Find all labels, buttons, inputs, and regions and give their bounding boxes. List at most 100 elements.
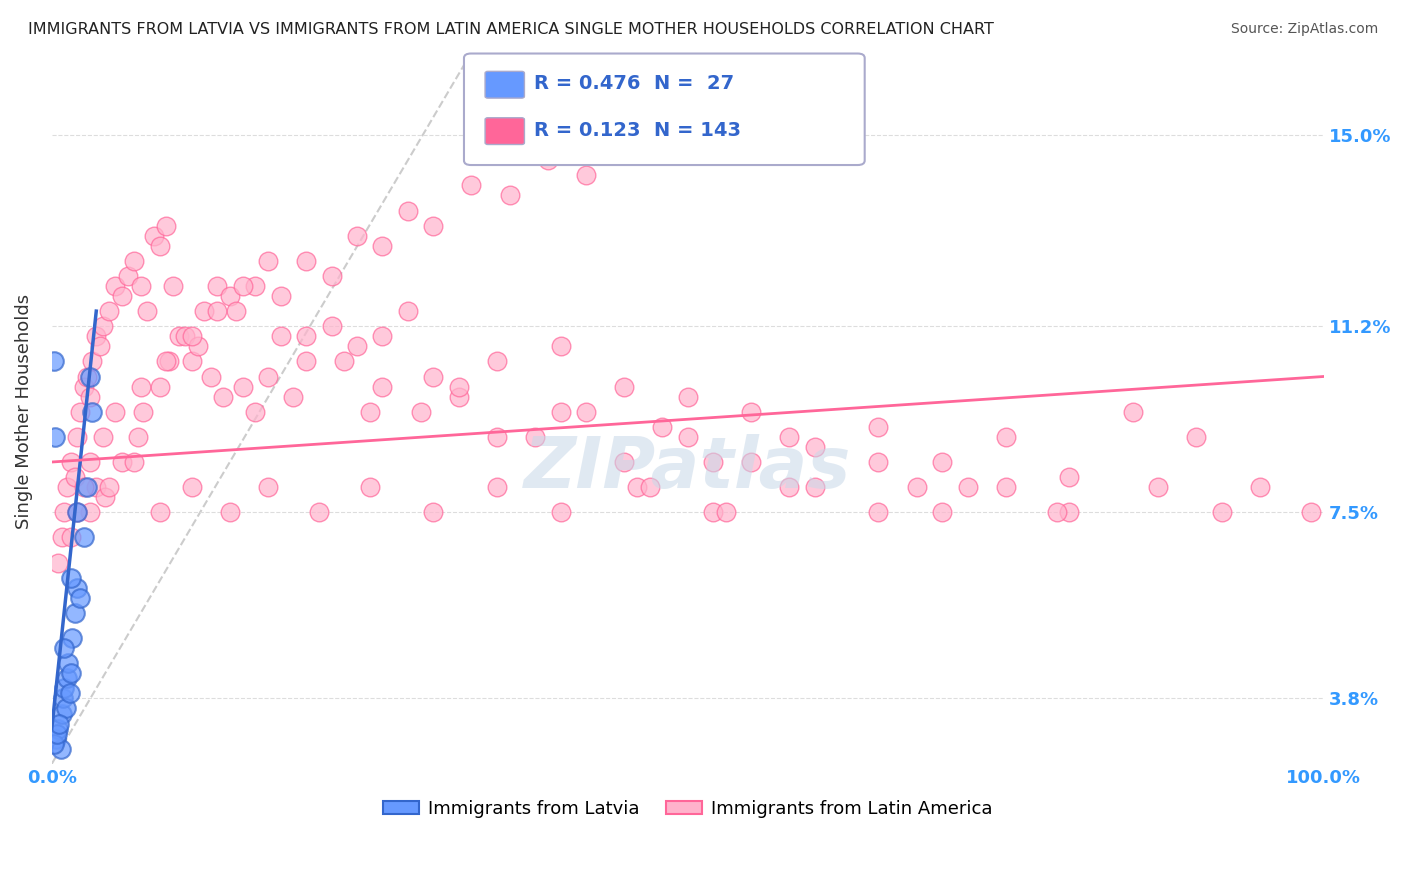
- Point: [53, 681, 76, 696]
- Point: [59, 571, 82, 585]
- Point: [84, 480, 107, 494]
- Point: [104, 405, 127, 419]
- Point: [283, 390, 305, 404]
- Point: [994, 480, 1017, 494]
- Point: [45, 731, 67, 746]
- Point: [98, 480, 121, 494]
- Point: [245, 279, 267, 293]
- Point: [124, 455, 146, 469]
- Point: [218, 505, 240, 519]
- Point: [79, 505, 101, 519]
- Text: ZIPatlas: ZIPatlas: [524, 434, 852, 502]
- Text: R = 0.476  N =  27: R = 0.476 N = 27: [534, 74, 734, 94]
- Point: [422, 369, 444, 384]
- Point: [205, 304, 228, 318]
- Point: [231, 279, 253, 293]
- Point: [44, 737, 66, 751]
- Point: [868, 505, 890, 519]
- Point: [295, 354, 318, 368]
- Point: [638, 480, 661, 494]
- Point: [98, 304, 121, 318]
- Point: [149, 505, 172, 519]
- Point: [396, 304, 419, 318]
- Text: Source: ZipAtlas.com: Source: ZipAtlas.com: [1230, 22, 1378, 37]
- Point: [142, 228, 165, 243]
- Point: [58, 686, 80, 700]
- Point: [651, 419, 673, 434]
- Point: [257, 480, 280, 494]
- Point: [129, 279, 152, 293]
- Point: [79, 369, 101, 384]
- Point: [778, 430, 800, 444]
- Point: [82, 354, 104, 368]
- Point: [1249, 480, 1271, 494]
- Point: [42, 354, 65, 368]
- Point: [149, 238, 172, 252]
- Point: [1299, 505, 1322, 519]
- Point: [76, 480, 98, 494]
- Point: [52, 691, 75, 706]
- Point: [45, 726, 67, 740]
- Point: [485, 430, 508, 444]
- Point: [321, 319, 343, 334]
- Point: [94, 490, 117, 504]
- Point: [613, 455, 636, 469]
- Point: [212, 390, 235, 404]
- Point: [51, 531, 73, 545]
- Point: [59, 666, 82, 681]
- Point: [575, 405, 598, 419]
- Point: [129, 379, 152, 393]
- Point: [46, 556, 69, 570]
- Point: [409, 405, 432, 419]
- Point: [245, 405, 267, 419]
- Point: [66, 505, 89, 519]
- Point: [396, 203, 419, 218]
- Point: [1045, 505, 1067, 519]
- Point: [676, 390, 699, 404]
- Point: [187, 339, 209, 353]
- Text: IMMIGRANTS FROM LATVIA VS IMMIGRANTS FROM LATIN AMERICA SINGLE MOTHER HOUSEHOLDS: IMMIGRANTS FROM LATVIA VS IMMIGRANTS FRO…: [28, 22, 994, 37]
- Point: [931, 455, 953, 469]
- Point: [44, 430, 66, 444]
- Point: [676, 430, 699, 444]
- Point: [157, 354, 180, 368]
- Point: [149, 379, 172, 393]
- Point: [1211, 505, 1233, 519]
- Point: [1122, 405, 1144, 419]
- Point: [485, 354, 508, 368]
- Point: [111, 289, 134, 303]
- Point: [91, 430, 114, 444]
- Point: [48, 716, 70, 731]
- Point: [66, 581, 89, 595]
- Point: [174, 329, 197, 343]
- Point: [485, 480, 508, 494]
- Point: [422, 219, 444, 233]
- Point: [346, 228, 368, 243]
- Point: [193, 304, 215, 318]
- Point: [104, 279, 127, 293]
- Point: [167, 329, 190, 343]
- Point: [82, 405, 104, 419]
- Point: [63, 470, 86, 484]
- Text: R = 0.123  N = 143: R = 0.123 N = 143: [534, 120, 741, 140]
- Point: [447, 390, 470, 404]
- Point: [740, 455, 762, 469]
- Point: [132, 405, 155, 419]
- Point: [72, 379, 94, 393]
- Point: [994, 430, 1017, 444]
- Point: [956, 480, 979, 494]
- Point: [53, 505, 76, 519]
- Point: [79, 390, 101, 404]
- Point: [231, 379, 253, 393]
- Point: [270, 289, 292, 303]
- Point: [180, 329, 202, 343]
- Point: [59, 531, 82, 545]
- Point: [308, 505, 330, 519]
- Point: [155, 219, 177, 233]
- Point: [702, 455, 724, 469]
- Point: [225, 304, 247, 318]
- Point: [714, 505, 737, 519]
- Point: [56, 480, 79, 494]
- Point: [72, 480, 94, 494]
- Point: [117, 268, 139, 283]
